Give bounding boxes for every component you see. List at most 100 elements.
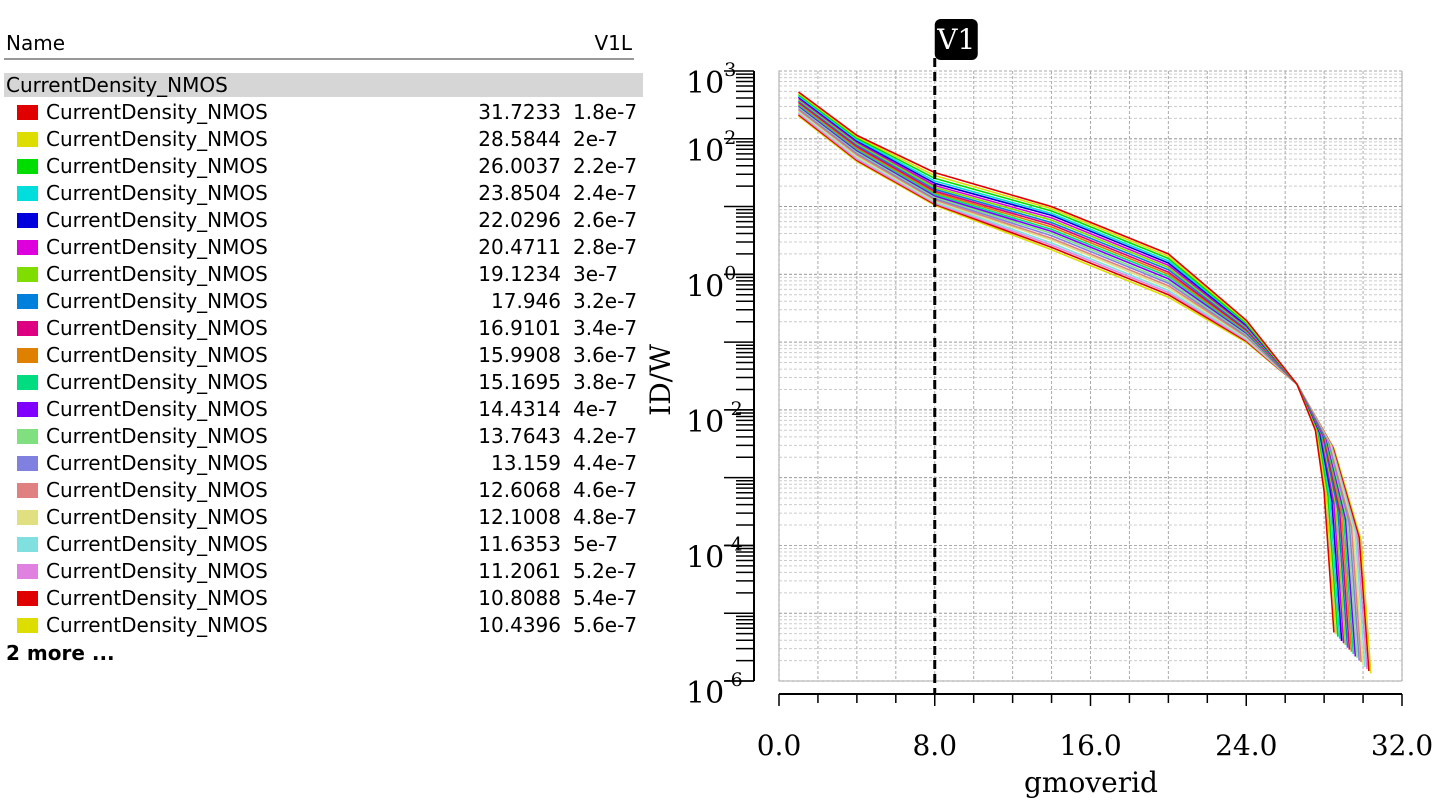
y-tick-base: 10: [686, 405, 724, 440]
legend-swatch: [17, 186, 38, 201]
legend-name: CurrentDensity_NMOS: [46, 127, 268, 151]
legend-value: 17.946: [491, 289, 561, 313]
legend-value: 22.0296: [478, 208, 561, 232]
curve: [798, 102, 1353, 652]
y-tick-label: 10-4: [686, 533, 743, 575]
legend-length: 2.2e-7: [573, 154, 637, 178]
curve: [798, 105, 1357, 657]
legend-value: 15.9908: [478, 343, 561, 367]
legend-length: 3.8e-7: [573, 370, 637, 394]
curve: [798, 91, 1335, 633]
legend-swatch: [17, 132, 38, 147]
legend-length: 4e-7: [573, 397, 618, 421]
curve: [798, 100, 1349, 648]
legend-name: CurrentDensity_NMOS: [46, 505, 268, 529]
legend-swatch: [17, 213, 38, 228]
group-row[interactable]: [4, 73, 643, 97]
group-label: CurrentDensity_NMOS: [6, 73, 228, 97]
column-header: V1L: [594, 31, 632, 55]
legend-name: CurrentDensity_NMOS: [46, 559, 268, 583]
legend-value: 26.0037: [478, 154, 561, 178]
legend-name: CurrentDensity_NMOS: [46, 343, 268, 367]
y-tick-base: 10: [686, 540, 724, 575]
curve: [798, 93, 1339, 637]
y-tick-label: 100: [686, 262, 736, 304]
legend-name: CurrentDensity_NMOS: [46, 451, 268, 475]
legend-swatch: [17, 267, 38, 282]
y-tick-exponent: -6: [724, 669, 743, 691]
legend-name: CurrentDensity_NMOS: [46, 370, 268, 394]
legend-value: 19.1234: [478, 262, 561, 286]
y-tick-exponent: 0: [724, 262, 736, 284]
y-tick-exponent: 2: [724, 127, 736, 149]
legend-name: CurrentDensity_NMOS: [46, 289, 268, 313]
legend-length: 5e-7: [573, 532, 618, 556]
legend-value: 15.1695: [478, 370, 561, 394]
legend-name: CurrentDensity_NMOS: [46, 100, 268, 124]
legend-swatch: [17, 375, 38, 390]
legend-value: 10.8088: [478, 586, 561, 610]
legend-length: 2.6e-7: [573, 208, 637, 232]
legend-name: CurrentDensity_NMOS: [46, 154, 268, 178]
curve: [798, 96, 1343, 641]
legend-value: 13.159: [491, 451, 561, 475]
legend-swatch: [17, 456, 38, 471]
more-link[interactable]: 2 more ...: [6, 641, 115, 665]
legend-swatch: [17, 402, 38, 417]
y-tick-base: 10: [686, 134, 724, 169]
legend-length: 5.6e-7: [573, 613, 637, 637]
curve: [798, 110, 1364, 666]
legend-length: 5.2e-7: [573, 559, 637, 583]
legend-value: 13.7643: [478, 424, 561, 448]
legend-name: CurrentDensity_NMOS: [46, 613, 268, 637]
curve: [798, 92, 1337, 635]
y-tick-label: 103: [686, 59, 736, 101]
legend-length: 3e-7: [573, 262, 618, 286]
legend-name: CurrentDensity_NMOS: [46, 316, 268, 340]
legend-value: 11.6353: [478, 532, 561, 556]
curve: [798, 98, 1347, 646]
legend-swatch: [17, 564, 38, 579]
x-tick-label: 24.0: [1215, 729, 1277, 762]
legend-value: 16.9101: [478, 316, 561, 340]
x-axis-title: gmoverid: [1024, 766, 1158, 799]
legend-value: 31.7233: [478, 100, 561, 124]
curve: [798, 97, 1345, 644]
legend-name: CurrentDensity_NMOS: [46, 532, 268, 556]
legend-length: 5.4e-7: [573, 586, 637, 610]
y-tick-label: 102: [686, 127, 736, 169]
legend-value: 10.4396: [478, 613, 561, 637]
name-header: Name: [6, 31, 65, 55]
y-tick-exponent: -2: [724, 398, 743, 420]
x-tick-label: 16.0: [1059, 729, 1121, 762]
curve: [798, 101, 1351, 650]
y-tick-base: 10: [686, 269, 724, 304]
legend-swatch: [17, 159, 38, 174]
legend-swatch: [17, 348, 38, 363]
legend-swatch: [17, 105, 38, 120]
legend-name: CurrentDensity_NMOS: [46, 586, 268, 610]
curve: [798, 115, 1372, 674]
legend-length: 4.2e-7: [573, 424, 637, 448]
legend-length: 4.4e-7: [573, 451, 637, 475]
legend-swatch: [17, 483, 38, 498]
x-tick-label: 8.0: [912, 729, 957, 762]
curve: [798, 103, 1355, 655]
legend-value: 12.1008: [478, 505, 561, 529]
y-tick-label: 10-6: [686, 669, 743, 711]
legend-value: 11.2061: [478, 559, 561, 583]
y-tick-label: 10-2: [686, 398, 743, 440]
legend-value: 14.4314: [478, 397, 561, 421]
x-tick-label: 32.0: [1371, 729, 1433, 762]
x-tick-label: 0.0: [757, 729, 802, 762]
legend-length: 2.4e-7: [573, 181, 637, 205]
legend-value: 28.5844: [478, 127, 561, 151]
cursor-tag[interactable]: [934, 19, 978, 60]
y-axis-title: ID/W: [644, 344, 677, 416]
curve: [798, 107, 1360, 661]
legend-length: 1.8e-7: [573, 100, 637, 124]
legend-swatch: [17, 321, 38, 336]
legend-length: 3.6e-7: [573, 343, 637, 367]
